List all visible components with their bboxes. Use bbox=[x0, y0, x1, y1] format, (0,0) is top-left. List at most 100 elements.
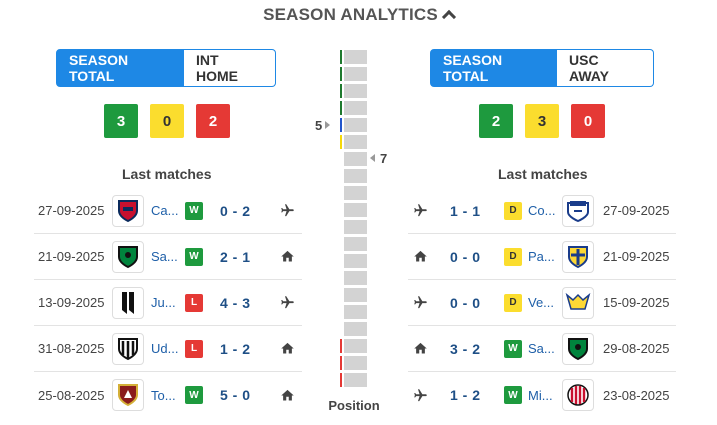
standings-bar bbox=[344, 50, 367, 64]
standings-bar bbox=[344, 305, 367, 319]
section-header[interactable]: SEASON ANALYTICS bbox=[0, 5, 717, 25]
result-badge: W bbox=[185, 386, 203, 404]
airplane-icon bbox=[279, 203, 295, 219]
match-score: 0 - 0 bbox=[450, 248, 481, 265]
match-date: 21-09-2025 bbox=[603, 249, 670, 264]
chevron-up-icon[interactable] bbox=[441, 9, 456, 25]
opponent-name[interactable]: Sa... bbox=[528, 341, 555, 356]
home-position-marker: 5 bbox=[315, 118, 331, 133]
airplane-icon bbox=[412, 387, 428, 403]
standings-bar bbox=[344, 186, 367, 200]
away-last-matches-list: 27-09-2025 Co... D 1 - 1 21-09-2025 Pa... D 0 -… bbox=[408, 188, 676, 418]
standings-rung bbox=[338, 203, 372, 217]
position-label: Position bbox=[328, 398, 380, 413]
sassuolo-crest bbox=[112, 240, 144, 273]
match-row[interactable]: 21-09-2025 Sa... W 2 - 1 bbox=[34, 234, 302, 280]
home-tab-season-total[interactable]: SEASON TOTAL bbox=[56, 49, 184, 87]
opponent-name[interactable]: To... bbox=[151, 387, 176, 403]
match-row[interactable]: 25-08-2025 To... W 5 - 0 bbox=[34, 372, 302, 418]
result-badge: D bbox=[504, 201, 522, 220]
standings-bar bbox=[344, 356, 367, 370]
match-date: 31-08-2025 bbox=[38, 341, 105, 356]
standings-bar bbox=[344, 237, 367, 251]
standings-rung bbox=[338, 84, 372, 98]
match-score: 1 - 2 bbox=[450, 387, 481, 403]
standings-rung bbox=[338, 169, 372, 183]
standings-rung bbox=[338, 152, 372, 166]
home-icon bbox=[412, 249, 428, 265]
match-row[interactable]: 23-08-2025 Mi... W 1 - 2 bbox=[408, 372, 676, 418]
opponent-name[interactable]: Sa... bbox=[151, 249, 178, 264]
away-position-value: 7 bbox=[380, 151, 388, 166]
standings-rung bbox=[338, 373, 372, 387]
away-tab-usc-away[interactable]: USC AWAY bbox=[557, 49, 654, 87]
zone-mark bbox=[340, 373, 342, 387]
standings-rung bbox=[338, 237, 372, 251]
result-badge: D bbox=[504, 247, 522, 266]
away-draws-badge: 3 bbox=[525, 104, 559, 138]
udinese-crest bbox=[112, 332, 144, 365]
home-icon bbox=[279, 341, 295, 357]
match-row[interactable]: 31-08-2025 Ud... L 1 - 2 bbox=[34, 326, 302, 372]
result-badge: L bbox=[185, 339, 203, 358]
airplane-icon bbox=[412, 295, 428, 311]
opponent-name[interactable]: Ud... bbox=[151, 341, 179, 356]
match-score: 3 - 2 bbox=[450, 340, 481, 357]
arrow-left-icon bbox=[370, 154, 375, 162]
zone-mark bbox=[340, 135, 342, 149]
home-last-matches-title: Last matches bbox=[122, 166, 212, 182]
standings-rung bbox=[338, 305, 372, 319]
away-losses-badge: 0 bbox=[571, 104, 605, 138]
away-tabs: SEASON TOTAL USC AWAY bbox=[430, 49, 654, 87]
away-position-marker: 7 bbox=[370, 151, 387, 166]
zone-mark bbox=[340, 339, 342, 353]
opponent-name[interactable]: Mi... bbox=[528, 387, 553, 403]
milan-crest bbox=[562, 379, 594, 411]
match-row[interactable]: 21-09-2025 Pa... D 0 - 0 bbox=[408, 234, 676, 280]
standings-ladder bbox=[338, 50, 372, 390]
home-icon bbox=[279, 249, 295, 265]
zone-mark bbox=[340, 50, 342, 64]
home-draws-badge: 0 bbox=[150, 104, 184, 138]
match-row[interactable]: 27-09-2025 Co... D 1 - 1 bbox=[408, 188, 676, 234]
home-tab-int-home[interactable]: INT HOME bbox=[184, 49, 276, 87]
opponent-name[interactable]: Ve... bbox=[528, 295, 555, 310]
standings-bar bbox=[344, 339, 367, 353]
match-date: 21-09-2025 bbox=[38, 249, 105, 264]
match-date: 13-09-2025 bbox=[38, 295, 105, 310]
match-row[interactable]: 29-08-2025 Sa... W 3 - 2 bbox=[408, 326, 676, 372]
match-score: 2 - 1 bbox=[220, 248, 251, 265]
opponent-name[interactable]: Pa... bbox=[528, 249, 555, 264]
opponent-name[interactable]: Co... bbox=[528, 203, 556, 218]
match-row[interactable]: 15-09-2025 Ve... D 0 - 0 bbox=[408, 280, 676, 326]
home-summary: 3 0 2 bbox=[104, 104, 230, 138]
result-badge: W bbox=[504, 339, 522, 358]
como-crest bbox=[562, 194, 594, 227]
standings-rung bbox=[338, 118, 372, 132]
opponent-name[interactable]: Ca... bbox=[151, 203, 179, 218]
home-losses-badge: 2 bbox=[196, 104, 230, 138]
result-badge: L bbox=[185, 293, 203, 312]
standings-bar bbox=[344, 152, 367, 166]
zone-mark bbox=[340, 67, 342, 81]
away-wins-badge: 2 bbox=[479, 104, 513, 138]
juventus-crest bbox=[112, 286, 144, 319]
arrow-right-icon bbox=[325, 121, 331, 129]
zone-mark bbox=[340, 84, 342, 98]
standings-bar bbox=[344, 322, 367, 336]
result-badge: W bbox=[185, 247, 203, 266]
standings-bar bbox=[344, 288, 367, 302]
match-row[interactable]: 13-09-2025 Ju... L 4 - 3 bbox=[34, 280, 302, 326]
parma-crest bbox=[562, 240, 594, 273]
away-summary: 2 3 0 bbox=[479, 104, 605, 138]
standings-bar bbox=[344, 220, 367, 234]
result-badge: W bbox=[185, 201, 203, 220]
zone-mark bbox=[340, 356, 342, 370]
away-tab-season-total[interactable]: SEASON TOTAL bbox=[430, 49, 557, 87]
opponent-name[interactable]: Ju... bbox=[151, 295, 176, 310]
standings-rung bbox=[338, 220, 372, 234]
home-last-matches-list: 27-09-2025 Ca... W 0 - 2 21-09-2025 Sa... W 2 -… bbox=[34, 188, 302, 418]
standings-rung bbox=[338, 135, 372, 149]
result-badge: W bbox=[504, 386, 522, 404]
match-row[interactable]: 27-09-2025 Ca... W 0 - 2 bbox=[34, 188, 302, 234]
